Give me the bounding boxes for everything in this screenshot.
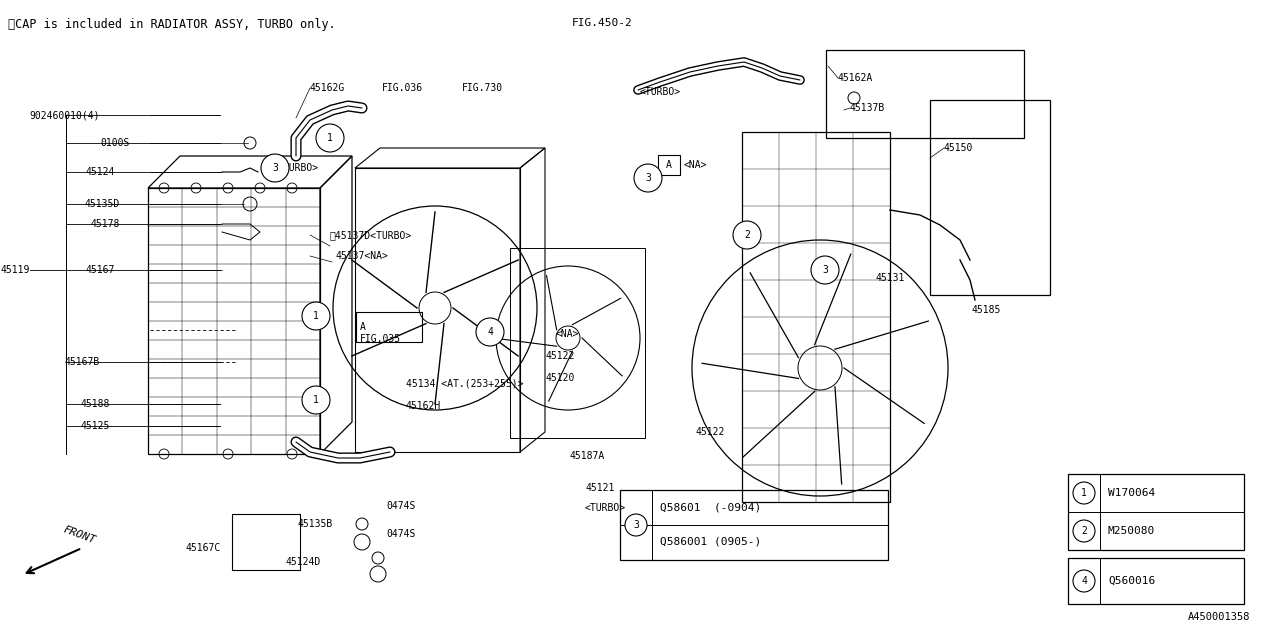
Text: W170064: W170064 xyxy=(1108,488,1156,498)
Text: 1: 1 xyxy=(314,395,319,405)
Text: A450001358: A450001358 xyxy=(1188,612,1251,622)
Text: 45162G: 45162G xyxy=(310,83,346,93)
Text: <TURBO>: <TURBO> xyxy=(640,87,681,97)
Text: 45122: 45122 xyxy=(695,427,724,437)
Text: 4: 4 xyxy=(1082,576,1087,586)
Text: ※45137D<TURBO>: ※45137D<TURBO> xyxy=(330,230,412,240)
Text: 2: 2 xyxy=(744,230,750,240)
Text: 45135D: 45135D xyxy=(84,199,120,209)
Text: 45121: 45121 xyxy=(585,483,614,493)
Bar xyxy=(356,312,422,342)
Text: 1: 1 xyxy=(1082,488,1087,498)
Bar xyxy=(931,100,1050,295)
Bar xyxy=(826,50,1024,138)
Text: 45120: 45120 xyxy=(545,373,575,383)
Text: FIG.035: FIG.035 xyxy=(360,334,401,344)
Text: 45167B: 45167B xyxy=(65,357,100,367)
Text: 45119: 45119 xyxy=(0,265,29,275)
Text: 45122: 45122 xyxy=(545,351,575,361)
Text: 3: 3 xyxy=(634,520,639,530)
Text: 3: 3 xyxy=(273,163,278,173)
Text: 902460010(4): 902460010(4) xyxy=(29,110,100,120)
Bar xyxy=(658,155,680,175)
Text: 45185: 45185 xyxy=(972,305,1001,315)
Text: 3: 3 xyxy=(645,173,652,183)
Text: 45124: 45124 xyxy=(86,167,115,177)
Bar xyxy=(742,132,890,502)
Text: <TURBO>: <TURBO> xyxy=(278,163,319,173)
Circle shape xyxy=(476,318,504,346)
Bar xyxy=(620,490,888,560)
Text: 0474S: 0474S xyxy=(387,501,416,511)
Text: 45167: 45167 xyxy=(86,265,115,275)
Bar xyxy=(232,514,300,570)
Text: A: A xyxy=(360,322,366,332)
Bar xyxy=(148,188,320,454)
Text: 1: 1 xyxy=(314,311,319,321)
Circle shape xyxy=(733,221,762,249)
Text: M250080: M250080 xyxy=(1108,526,1156,536)
Circle shape xyxy=(302,302,330,330)
Circle shape xyxy=(812,256,838,284)
Circle shape xyxy=(1073,520,1094,542)
Text: Q586001 (0905-): Q586001 (0905-) xyxy=(660,537,762,547)
Text: 45124D: 45124D xyxy=(285,557,321,567)
Text: 3: 3 xyxy=(822,265,828,275)
Text: A: A xyxy=(666,160,672,170)
Text: FIG.730: FIG.730 xyxy=(462,83,503,93)
Circle shape xyxy=(302,386,330,414)
Text: 4: 4 xyxy=(488,327,493,337)
Circle shape xyxy=(634,164,662,192)
Text: 45188: 45188 xyxy=(81,399,110,409)
Bar xyxy=(1068,558,1244,604)
Text: FRONT: FRONT xyxy=(61,524,97,545)
Text: 2: 2 xyxy=(1082,526,1087,536)
Bar xyxy=(355,168,520,452)
Text: 45162H: 45162H xyxy=(406,401,442,411)
Bar xyxy=(1068,474,1244,550)
Text: 0100S: 0100S xyxy=(101,138,131,148)
Text: FIG.036: FIG.036 xyxy=(381,83,424,93)
Text: 45167C: 45167C xyxy=(186,543,220,553)
Text: 45178: 45178 xyxy=(91,219,120,229)
Circle shape xyxy=(625,514,646,536)
Circle shape xyxy=(1073,570,1094,592)
Text: <TURBO>: <TURBO> xyxy=(585,503,626,513)
Circle shape xyxy=(261,154,289,182)
Text: ※CAP is included in RADIATOR ASSY, TURBO only.: ※CAP is included in RADIATOR ASSY, TURBO… xyxy=(8,18,335,31)
Circle shape xyxy=(1073,482,1094,504)
Text: 1: 1 xyxy=(328,133,333,143)
Text: 45150: 45150 xyxy=(945,143,973,153)
Bar xyxy=(509,248,645,438)
Text: <NA>: <NA> xyxy=(684,160,708,170)
Text: 45162A: 45162A xyxy=(838,73,873,83)
Text: Q58601  (-0904): Q58601 (-0904) xyxy=(660,502,762,512)
Text: FIG.450-2: FIG.450-2 xyxy=(572,18,632,28)
Text: 45137B: 45137B xyxy=(850,103,886,113)
Text: <NA>: <NA> xyxy=(556,329,580,339)
Circle shape xyxy=(316,124,344,152)
Text: Q560016: Q560016 xyxy=(1108,576,1156,586)
Text: 45137<NA>: 45137<NA> xyxy=(335,251,388,261)
Text: 45125: 45125 xyxy=(81,421,110,431)
Text: 45134 <AT.(253+255)>: 45134 <AT.(253+255)> xyxy=(406,379,524,389)
Text: 45131: 45131 xyxy=(876,273,905,283)
Text: 45135B: 45135B xyxy=(298,519,333,529)
Text: 45187A: 45187A xyxy=(570,451,605,461)
Text: 0474S: 0474S xyxy=(387,529,416,539)
